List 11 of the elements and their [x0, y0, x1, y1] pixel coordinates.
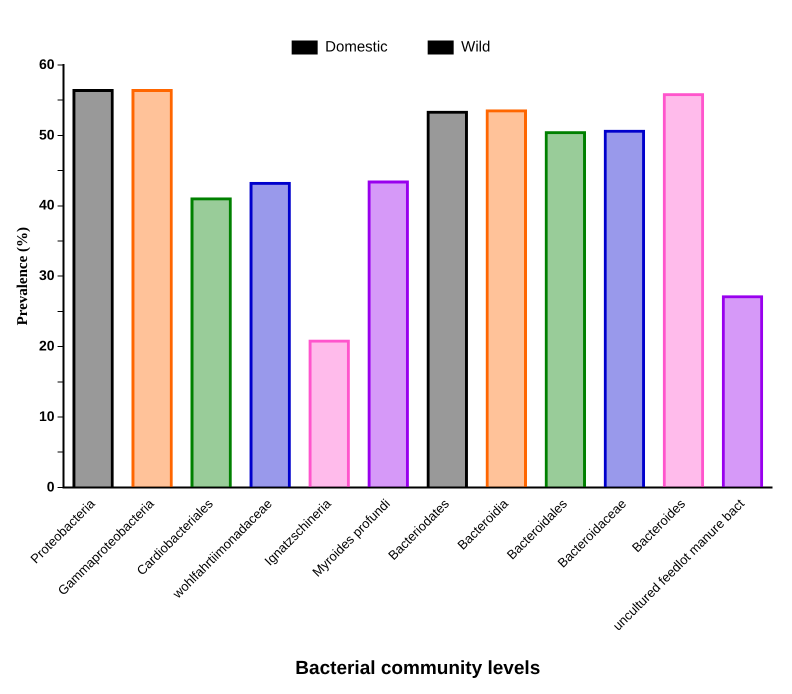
y-tick-label: 30	[38, 267, 55, 284]
y-tick-label: 10	[38, 408, 55, 424]
y-tick-label: 0	[46, 478, 55, 494]
y-tick-label: 20	[38, 337, 55, 354]
y-tick-label: 40	[38, 196, 55, 213]
y-tick-label: 50	[38, 126, 55, 142]
legend-label: Domestic	[325, 38, 388, 56]
y-axis-title: Prevalence (%)	[14, 227, 31, 326]
legend-label: Wild	[461, 38, 490, 56]
x-axis-title: Bacterial community levels	[295, 658, 540, 679]
y-tick-label: 60	[38, 56, 55, 72]
